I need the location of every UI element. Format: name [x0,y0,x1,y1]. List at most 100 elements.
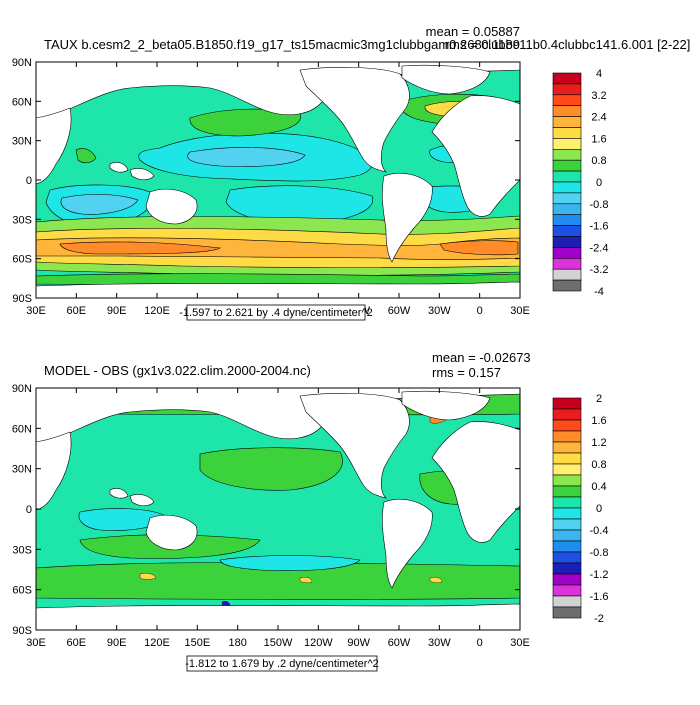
top-colorbar-swatch [552,268,582,281]
bottom-panel-title: MODEL - OBS (gx1v3.022.clim.2000-2004.nc… [44,363,311,378]
top-colorbar-label: -4 [594,286,604,298]
bottom-colorbar-swatch [552,496,582,509]
bottom-lat-label: 30N [12,464,32,476]
bottom-colorbar-swatch [552,551,582,564]
bottom-colorbar-label: 1.2 [591,437,606,449]
bottom-lon-label: 90E [107,637,127,649]
bottom-colorbar-swatch [552,540,582,553]
bottom-colorbar-swatch [552,397,582,410]
top-colorbar-swatch [552,257,582,270]
top-colorbar-swatch [552,279,582,292]
bottom-colorbar-swatch [552,606,582,619]
top-colorbar-label: 2.4 [591,112,606,124]
bottom-lon-label: 60E [67,637,87,649]
bottom-colorbar-label: 0.8 [591,459,606,471]
bottom-colorbar-swatch [552,562,582,575]
bottom-colorbar-label: 0.4 [591,481,606,493]
bottom-range-box [186,655,378,672]
top-colorbar-swatch [552,247,582,259]
top-lat-label: 30N [12,136,32,148]
bottom-lat-axis: 90N 60N 30N 0 30S 60S 90S [12,383,520,637]
top-colorbar-swatch [552,203,582,216]
top-colorbar-label: -0.8 [590,199,609,211]
top-lat-label: 30S [12,214,32,226]
top-colorbar: 4 3.2 2.4 1.6 0.8 0 -0.8 -1.6 -2.4 -3.2 -4 [552,68,609,298]
top-range-label: -1.597 to 2.621 by .4 dyne/centimeter^2 [179,307,373,319]
top-lat-label: 90S [12,293,32,305]
top-colorbar-swatch [552,72,582,85]
bottom-colorbar-swatch [552,529,582,542]
top-colorbar-label: 1.6 [591,133,606,145]
top-ocean-field [60,194,139,215]
bottom-panel-rms: rms = 0.157 [432,365,501,380]
top-colorbar-label: 4 [596,68,602,80]
bottom-range-label: -1.812 to 1.679 by .2 dyne/centimeter^2 [185,658,379,670]
top-lon-label: 60E [67,305,87,317]
top-lon-label: 30E [510,305,530,317]
bottom-land [36,388,520,630]
bottom-colorbar-swatch [552,463,582,476]
bottom-colorbar-label: 2 [596,393,602,405]
top-panel-mean: mean = 0.05887 [426,24,520,39]
bottom-lat-label: 60N [12,423,32,435]
bottom-lon-label: 120W [304,637,333,649]
top-ocean-field [225,185,374,225]
bottom-lon-label: 150E [184,637,210,649]
top-colorbar-swatch [552,94,582,107]
top-colorbar-swatch [552,138,582,150]
bottom-lat-label: 60S [12,585,32,597]
bottom-lon-label: 30W [428,637,451,649]
top-lon-label: 90E [107,305,127,317]
bottom-colorbar-swatch [552,573,582,586]
bottom-lon-label: 0 [477,637,483,649]
bottom-lon-label: 120E [144,637,170,649]
bottom-ocean-field [139,409,443,584]
top-ocean-field [187,147,306,167]
bottom-lon-label: 150W [264,637,293,649]
bottom-colorbar-swatch [552,507,582,520]
top-colorbar-swatch [552,127,582,139]
bottom-colorbar-swatch [552,452,582,465]
bottom-lon-label: 60W [388,637,411,649]
bottom-lat-label: 90S [12,625,32,637]
top-lat-label: 60N [12,96,32,108]
top-lon-label: 0 [477,305,483,317]
top-lon-label: 30W [428,305,451,317]
bottom-colorbar-swatch [552,584,582,597]
bottom-lat-label: 90N [12,383,32,395]
bottom-colorbar-swatch [552,408,582,421]
top-colorbar-label: -3.2 [590,264,609,276]
bottom-ocean-field [219,555,361,571]
bottom-colorbar-label: 0 [596,503,602,515]
bottom-colorbar-label: -2 [594,613,604,625]
top-lon-label: 60W [388,305,411,317]
bottom-lon-label: 30E [510,637,530,649]
top-colorbar-swatch [552,149,582,161]
top-colorbar-swatch [552,236,582,248]
top-lat-label: 60S [12,254,32,266]
bottom-colorbar: 2 1.6 1.2 0.8 0.4 0 -0.4 -0.8 -1.2 -1.6 -2 [552,393,609,625]
top-ocean-field [189,108,301,137]
top-colorbar-label: 0 [596,177,602,189]
top-colorbar-swatch [552,159,582,172]
bottom-colorbar-swatch [552,430,582,443]
top-panel-title: TAUX b.cesm2_2_beta05.B1850.f19_g17_ts15… [44,37,690,52]
top-ocean-field [439,240,519,256]
bottom-ocean-field [199,447,343,491]
top-ocean-field [59,241,221,255]
top-colorbar-label: -2.4 [590,242,609,254]
bottom-colorbar-swatch [552,595,582,608]
top-range-box [186,304,366,321]
bottom-colorbar-swatch [552,419,582,432]
bottom-lon-label: 30E [26,637,46,649]
bottom-colorbar-swatch [552,474,582,487]
top-colorbar-label: 3.2 [591,90,606,102]
bottom-panel: mean = -0.02673 MODEL - OBS (gx1v3.022.c… [12,350,609,672]
top-colorbar-swatch [552,170,582,183]
top-panel-rms: rms = 0.1189 [445,37,520,52]
top-panel: mean = 0.05887 TAUX b.cesm2_2_beta05.B18… [12,24,690,321]
bottom-colorbar-label: -0.8 [590,547,609,559]
top-map [36,62,520,298]
bottom-colorbar-swatch [552,441,582,454]
top-colorbar-swatch [552,105,582,117]
